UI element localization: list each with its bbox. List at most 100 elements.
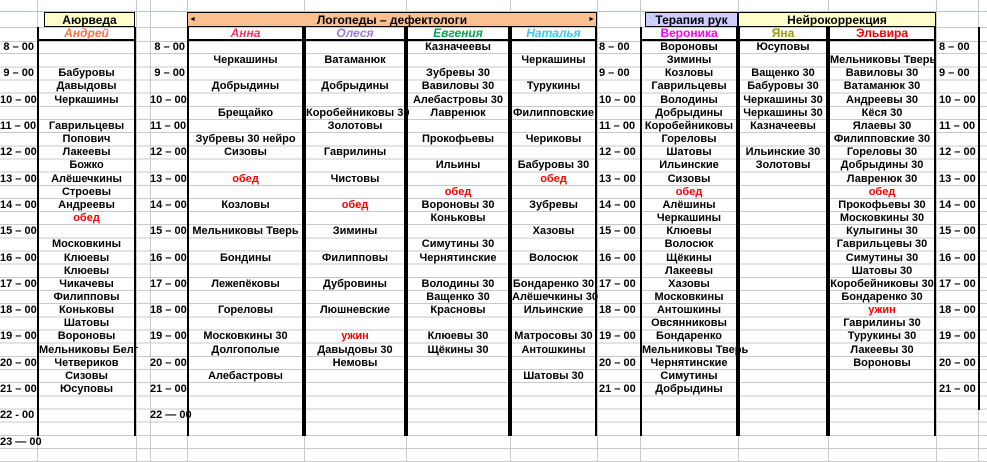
schedule-cell[interactable] — [306, 186, 404, 199]
schedule-cell[interactable]: Мельниковы Белг — [39, 343, 139, 356]
schedule-cell[interactable]: Мельниковы Тверь — [830, 54, 937, 67]
schedule-cell[interactable]: Андреевы — [58, 198, 115, 211]
schedule-cell[interactable]: Зубревы 30 нейро — [195, 133, 296, 146]
schedule-cell[interactable] — [740, 54, 826, 67]
schedule-cell[interactable]: Хазовы — [532, 225, 575, 238]
schedule-cell[interactable] — [189, 94, 302, 107]
schedule-cell[interactable]: ужин — [341, 330, 369, 343]
schedule-cell[interactable]: Шатовы 30 — [851, 264, 913, 277]
schedule-cell[interactable] — [39, 423, 134, 436]
schedule-cell[interactable] — [512, 238, 595, 251]
schedule-cell[interactable]: Черкашины — [656, 212, 722, 225]
schedule-cell[interactable]: Добрыдины — [321, 80, 389, 93]
schedule-cell[interactable] — [830, 383, 934, 396]
schedule-cell[interactable]: Зубревы 30 — [425, 67, 491, 80]
schedule-cell[interactable]: Давыдовы — [56, 80, 117, 93]
schedule-cell[interactable]: Коробейниковы — [644, 119, 734, 132]
schedule-cell[interactable]: Кёся 30 — [861, 106, 903, 119]
schedule-cell[interactable] — [740, 317, 826, 330]
schedule-cell[interactable]: Володины 30 — [421, 277, 495, 290]
schedule-cell[interactable]: Сизовы — [224, 146, 267, 159]
schedule-cell[interactable] — [740, 238, 826, 251]
schedule-cell[interactable] — [189, 423, 302, 436]
schedule-cell[interactable]: Хазовы — [668, 277, 710, 290]
schedule-cell[interactable]: Ващенко 30 — [426, 290, 490, 303]
schedule-cell[interactable]: Клюевы — [666, 225, 712, 238]
schedule-cell[interactable] — [740, 173, 826, 186]
schedule-cell[interactable]: Строевы — [61, 185, 112, 198]
schedule-cell[interactable] — [39, 225, 134, 238]
schedule-cell[interactable]: Клюевы — [63, 251, 110, 264]
schedule-cell[interactable] — [512, 265, 595, 278]
schedule-cell[interactable] — [306, 41, 404, 54]
schedule-cell[interactable]: Вороновы — [57, 330, 116, 343]
schedule-cell[interactable]: Гаврильцевы — [48, 119, 125, 132]
schedule-cell[interactable] — [189, 357, 302, 370]
schedule-cell[interactable]: Турукины 30 — [847, 330, 917, 343]
schedule-cell[interactable] — [408, 146, 508, 159]
schedule-cell[interactable] — [740, 133, 826, 146]
schedule-cell[interactable] — [512, 41, 595, 54]
schedule-cell[interactable]: Юсуповы — [59, 383, 114, 396]
schedule-cell[interactable]: Ильинские — [659, 159, 719, 172]
schedule-cell[interactable]: Чериковы — [525, 133, 582, 146]
schedule-cell[interactable]: Бондаренко 30 — [841, 290, 923, 303]
schedule-cell[interactable]: Добрыдины — [655, 106, 723, 119]
schedule-cell[interactable] — [740, 396, 826, 409]
schedule-cell[interactable] — [306, 212, 404, 225]
schedule-cell[interactable] — [512, 396, 595, 409]
schedule-cell[interactable]: Черкашины — [213, 54, 278, 67]
schedule-cell[interactable] — [189, 159, 302, 172]
schedule-cell[interactable] — [408, 396, 508, 409]
schedule-cell[interactable]: обед — [341, 198, 369, 211]
schedule-cell[interactable] — [408, 370, 508, 383]
schedule-cell[interactable]: обед — [444, 185, 472, 198]
schedule-cell[interactable] — [408, 225, 508, 238]
schedule-cell[interactable] — [642, 423, 736, 436]
schedule-cell[interactable]: Бабуровы 30 — [517, 159, 590, 172]
schedule-cell[interactable] — [306, 396, 404, 409]
schedule-cell[interactable] — [512, 317, 595, 330]
schedule-cell[interactable]: Гаврилины — [323, 146, 387, 159]
schedule-cell[interactable]: Алебастровы — [208, 369, 283, 382]
schedule-cell[interactable]: Золотовы — [327, 119, 383, 132]
schedule-cell[interactable] — [740, 383, 826, 396]
schedule-cell[interactable]: Лакеевы — [62, 146, 111, 159]
schedule-cell[interactable] — [306, 383, 404, 396]
schedule-cell[interactable] — [740, 344, 826, 357]
schedule-cell[interactable]: Добрыдины — [655, 383, 723, 396]
schedule-cell[interactable]: Черкашины — [54, 93, 119, 106]
schedule-cell[interactable]: Антошкины — [521, 343, 586, 356]
schedule-cell[interactable]: Филипповские — [513, 106, 594, 119]
schedule-cell[interactable]: Добрыдины 30 — [840, 159, 924, 172]
schedule-cell[interactable]: Золотовы — [755, 159, 811, 172]
schedule-cell[interactable]: Давыдовы 30 — [317, 343, 393, 356]
schedule-cell[interactable] — [39, 54, 134, 67]
schedule-cell[interactable]: Черкашины 30 — [743, 93, 823, 106]
schedule-cell[interactable]: Коробейниковы 30 — [830, 277, 934, 290]
schedule-cell[interactable]: Алёшечкины 30 — [512, 290, 599, 303]
schedule-cell[interactable]: Гаврильцевы 30 — [836, 238, 928, 251]
schedule-cell[interactable] — [189, 238, 302, 251]
schedule-cell[interactable]: Лавренюк — [430, 106, 486, 119]
schedule-cell[interactable]: Вавиловы 30 — [845, 67, 919, 80]
schedule-cell[interactable]: Андреевы 30 — [846, 93, 918, 106]
schedule-cell[interactable] — [512, 383, 595, 396]
schedule-cell[interactable] — [39, 107, 134, 120]
schedule-cell[interactable]: Немовы — [332, 356, 378, 369]
schedule-cell[interactable]: Лавренюк 30 — [846, 172, 918, 185]
schedule-cell[interactable] — [740, 370, 826, 383]
schedule-cell[interactable] — [830, 423, 934, 436]
schedule-cell[interactable]: Вороновы — [660, 41, 718, 53]
schedule-cell[interactable] — [408, 383, 508, 396]
schedule-cell[interactable]: Чикачевы — [59, 277, 114, 290]
schedule-cell[interactable] — [512, 423, 595, 436]
schedule-cell[interactable]: Симутины 30 — [421, 238, 495, 251]
schedule-cell[interactable]: Турукины — [526, 80, 581, 93]
schedule-cell[interactable]: Шатовы 30 — [523, 369, 584, 382]
schedule-cell[interactable]: Чистовы — [330, 172, 380, 185]
schedule-cell[interactable]: Овсянниковы — [651, 317, 727, 330]
schedule-cell[interactable] — [740, 265, 826, 278]
schedule-cell[interactable] — [306, 265, 404, 278]
schedule-cell[interactable] — [189, 212, 302, 225]
